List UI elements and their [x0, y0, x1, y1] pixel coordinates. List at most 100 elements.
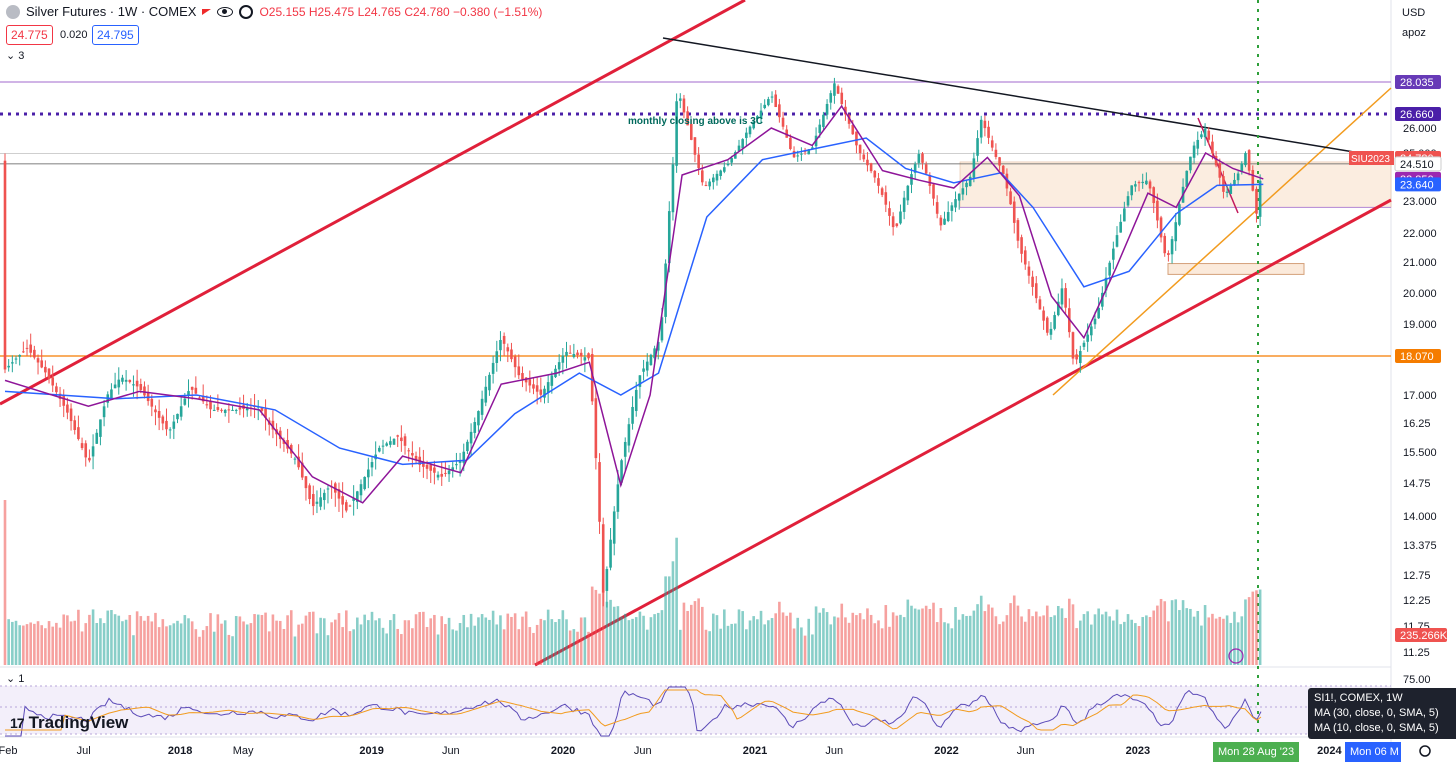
candle-body — [1137, 182, 1141, 184]
candle-body — [884, 192, 888, 205]
candle-body — [1200, 134, 1203, 138]
candle-body — [1045, 317, 1049, 333]
volume-bar — [337, 613, 341, 665]
volume-bar — [616, 606, 620, 665]
candle-body — [400, 437, 403, 442]
scale-mode-select[interactable]: apoz — [1402, 27, 1426, 39]
candle-body — [587, 353, 590, 359]
currency-select[interactable]: USD — [1402, 7, 1426, 19]
candle-body — [535, 385, 539, 392]
volume-bar — [1192, 616, 1196, 665]
volume-bar — [425, 626, 429, 665]
candle-body — [1038, 299, 1042, 310]
candle-body — [506, 347, 510, 352]
volume-bar — [1218, 616, 1222, 665]
candle-body — [950, 205, 954, 211]
candle-body — [807, 149, 811, 155]
candle-body — [855, 131, 858, 146]
volume-bar — [1064, 617, 1067, 665]
candle-body — [499, 339, 502, 351]
candle-body — [1145, 180, 1148, 185]
volume-bar — [1255, 590, 1258, 665]
gear-icon[interactable] — [239, 4, 254, 19]
volume-bar — [135, 611, 139, 665]
volume-bar — [532, 632, 535, 665]
oscillator-signal-line — [5, 689, 1262, 731]
candle-body — [532, 384, 535, 389]
volume-bar — [466, 627, 469, 665]
volume-bar — [91, 609, 95, 665]
volume-bar — [245, 624, 249, 665]
candle-body — [932, 184, 935, 199]
volume-bar — [880, 628, 884, 665]
volume-bar — [631, 618, 634, 665]
volume-bar — [943, 622, 946, 665]
candle-body — [939, 217, 943, 226]
candle-body — [139, 384, 143, 390]
sell-price-button[interactable]: 24.775 — [6, 25, 53, 45]
candle-body — [693, 137, 697, 155]
candle-body — [411, 453, 414, 456]
volume-bar — [1112, 620, 1115, 665]
symbol-header[interactable]: Silver Futures · 1W · COMEX O25.155 H25.… — [6, 4, 542, 19]
candle-body — [803, 151, 807, 153]
change-value: −0.380 (−1.51%) — [453, 4, 543, 19]
candle-body — [601, 524, 605, 593]
volume-bar — [1163, 601, 1167, 665]
volume-bar — [143, 620, 146, 665]
volume-bar — [242, 621, 245, 665]
candle-body — [800, 153, 803, 155]
volume-bar — [374, 620, 377, 665]
volume-bar — [642, 615, 645, 665]
candle-body — [495, 351, 499, 363]
volume-bar — [249, 623, 253, 665]
volume-bar — [385, 633, 388, 665]
volume-bar — [381, 627, 385, 665]
volume-bar — [3, 500, 7, 665]
candle-body — [1233, 179, 1236, 185]
volume-bar — [902, 617, 906, 665]
candle-body — [447, 470, 451, 475]
time-tick-label: May — [232, 745, 254, 757]
buy-price-button[interactable]: 24.795 — [92, 25, 139, 45]
volume-bar — [987, 604, 990, 665]
volume-bar — [847, 622, 851, 665]
time-tick-label: Jul — [76, 745, 91, 757]
eye-icon[interactable] — [217, 6, 234, 17]
candle-body — [179, 406, 183, 417]
pane-toggle[interactable]: ⌄ 1 — [6, 672, 24, 685]
candle-body — [524, 377, 528, 383]
flag-icon[interactable] — [202, 8, 212, 15]
candle-body — [869, 163, 873, 172]
candle-body — [605, 569, 609, 591]
oscillator-pane-bg — [0, 686, 1391, 734]
volume-bar — [579, 617, 583, 665]
candle-body — [304, 476, 308, 489]
candle-body — [568, 352, 572, 354]
candle-body — [510, 349, 513, 360]
volume-bar — [994, 616, 998, 665]
volume-bar — [146, 615, 150, 665]
symbol-title[interactable]: Silver Futures · 1W · COMEX — [26, 4, 197, 19]
candle-body — [730, 158, 733, 163]
indicators-toggle[interactable]: ⌄ 3 — [6, 49, 24, 62]
volume-bar — [932, 602, 935, 665]
candle-body — [1174, 222, 1178, 242]
volume-bar — [535, 624, 539, 665]
candle-body — [238, 407, 242, 410]
volume-bar — [389, 620, 392, 665]
candle-body — [752, 121, 755, 129]
volume-bar — [950, 628, 954, 665]
candle-body — [455, 464, 458, 466]
descending-resistance-line — [662, 37, 1361, 154]
volume-bar — [528, 627, 532, 665]
candle-body — [62, 395, 66, 406]
candle-body — [961, 188, 965, 195]
candle-body — [888, 208, 891, 216]
volume-bar — [469, 613, 473, 665]
candle-body — [576, 352, 579, 356]
volume-bar — [1104, 611, 1108, 665]
time-tick-label: Jun — [441, 745, 460, 757]
volume-bar — [653, 614, 656, 665]
